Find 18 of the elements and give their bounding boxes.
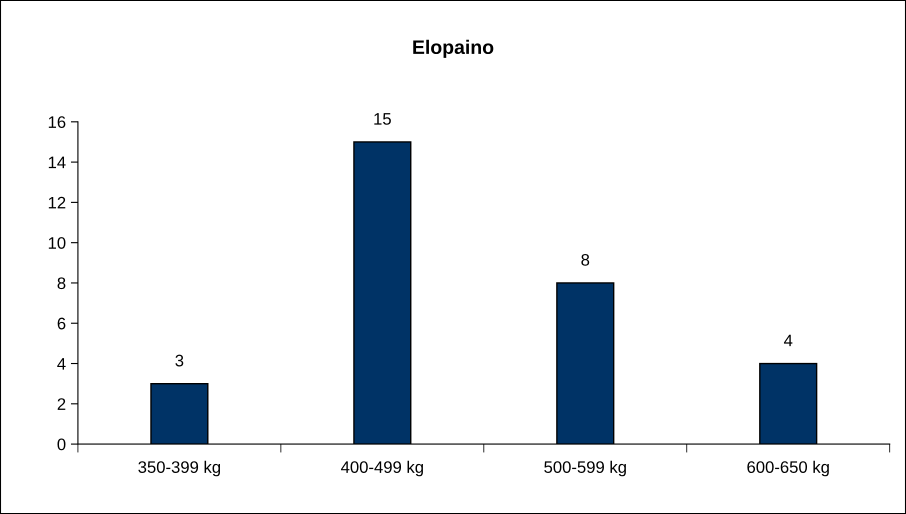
y-tick-label: 6: [58, 318, 66, 330]
y-tick-label: 4: [57, 358, 66, 370]
x-tick-label: 600-650 kg: [747, 460, 829, 476]
x-tick-label: 350-399 kg: [138, 460, 220, 476]
x-tick-label: 500-599 kg: [544, 460, 626, 476]
y-tick-label: 16: [48, 116, 66, 128]
data-label: 4: [784, 334, 792, 346]
y-tick-label: 2: [58, 398, 66, 410]
y-tick-label: 14: [48, 156, 66, 168]
y-tick-label: 12: [48, 196, 66, 208]
data-label: 8: [581, 254, 590, 266]
data-label: 15: [374, 113, 391, 125]
chart-title: Elopaino: [413, 40, 494, 58]
x-tick-label: 400-499 kg: [341, 460, 423, 476]
y-tick-label: 10: [48, 237, 66, 249]
y-tick-label: 0: [57, 438, 66, 450]
y-tick-label: 8: [58, 277, 66, 290]
data-label: 3: [175, 354, 184, 366]
